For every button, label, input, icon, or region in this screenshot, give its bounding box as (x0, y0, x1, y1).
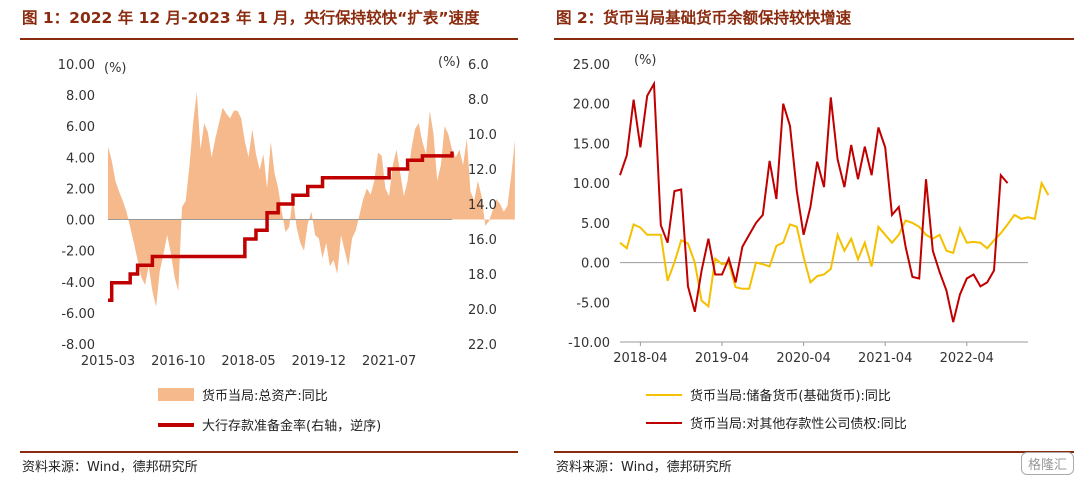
y-tick-label: 4.00 (66, 151, 95, 166)
x-tick-label: 2018-05 (221, 354, 275, 369)
y2-tick-label: 8.0 (468, 93, 489, 108)
y-tick-label: 15.00 (573, 137, 610, 152)
y-tick-label: 0.00 (66, 214, 95, 229)
x-tick-label: 2016-10 (151, 354, 205, 369)
y-tick-label: -8.00 (61, 338, 95, 353)
x-tick-label: 2015-03 (81, 354, 135, 369)
title-rule (20, 38, 518, 40)
legend-label-rrr: 大行存款准备金率(右轴，逆序) (202, 419, 382, 434)
y2-tick-label: 14.0 (468, 198, 497, 213)
legend-label-assets: 货币当局:总资产:同比 (202, 389, 328, 404)
y-tick-label: 0.00 (581, 257, 610, 272)
y-tick-label: 20.00 (573, 98, 610, 113)
legend-swatch-area (158, 388, 194, 401)
y-tick-label: 10.00 (573, 177, 610, 192)
figure-1-plot-area: 10.00 8.00 6.00 4.00 2.00 0.00 -2.00 -4.00 -6.00… (58, 58, 515, 369)
legend-swatch-yellow (646, 393, 682, 396)
legend-item-base-money: 货币当局:储备货币(基础货币):同比 (646, 385, 891, 404)
y-tick-label: -2.00 (61, 245, 95, 260)
source-rule (20, 451, 518, 453)
y-tick-label: 8.00 (66, 89, 95, 104)
y2-tick-label: 6.0 (468, 58, 489, 73)
y2-tick-label: 20.0 (468, 303, 497, 318)
line-series-base-money (619, 180, 1050, 309)
right-axis-unit: (%) (438, 55, 461, 70)
legend-label-claims: 货币当局:对其他存款性公司债权:同比 (690, 417, 907, 432)
figure-2-chart: 25.0020.0015.0010.005.000.00-5.00-10.002… (568, 53, 1050, 366)
x-tick-label: 2020-04 (776, 351, 830, 366)
y-tick-label: -10.00 (568, 336, 610, 351)
x-tick-label: 2021-04 (858, 351, 912, 366)
figure-2-plot-area: 25.0020.0015.0010.005.000.00-5.00-10.002… (568, 58, 1050, 366)
figure-2-source: 资料来源：Wind，德邦研究所 (556, 460, 732, 475)
x-tick-label: 2019-12 (292, 354, 346, 369)
legend-swatch-red (646, 421, 682, 424)
axis-unit: (%) (634, 53, 657, 68)
x-tick-label: 2021-07 (362, 354, 416, 369)
line-series-claims (619, 80, 1009, 323)
legend-item-assets: 货币当局:总资产:同比 (158, 385, 328, 404)
y-tick-label: 10.00 (58, 58, 95, 73)
source-rule (554, 451, 1074, 453)
watermark-logo: 格隆汇 (1020, 452, 1074, 475)
x-tick-label: 2022-04 (940, 351, 994, 366)
y-tick-label: 6.00 (66, 120, 95, 135)
left-axis-unit: (%) (104, 61, 127, 76)
y2-tick-label: 22.0 (468, 338, 497, 353)
legend-item-claims: 货币当局:对其他存款性公司债权:同比 (646, 413, 907, 432)
x-tick-label: 2019-04 (695, 351, 749, 366)
figure-1-title: 图 1：2022 年 12 月-2023 年 1 月，央行保持较快“扩表”速度 (22, 9, 480, 27)
y-tick-label: 5.00 (581, 217, 610, 232)
legend-label-base-money: 货币当局:储备货币(基础货币):同比 (690, 389, 891, 404)
y-tick-label: -4.00 (61, 276, 95, 291)
figure-1-source: 资料来源：Wind，德邦研究所 (22, 460, 198, 475)
figure-1-chart: 10.00 8.00 6.00 4.00 2.00 0.00 -2.00 -4.00 -6.00… (58, 55, 515, 369)
title-rule (554, 38, 1074, 40)
y-tick-label: 25.00 (573, 58, 610, 73)
figure-2-panel: 图 2：货币当局基础货币余额保持较快增速 25.00 20.00 15.00 10.0… (548, 0, 1080, 482)
y2-tick-label: 10.0 (468, 128, 497, 143)
legend-item-rrr: 大行存款准备金率(右轴，逆序) (158, 415, 381, 434)
figure-2-title: 图 2：货币当局基础货币余额保持较快增速 (556, 9, 852, 27)
y-tick-label: 2.00 (66, 182, 95, 197)
y2-tick-label: 18.0 (468, 268, 497, 283)
x-tick-label: 2018-04 (613, 351, 667, 366)
area-series-assets (108, 92, 515, 307)
y2-tick-label: 12.0 (468, 163, 497, 178)
y-tick-label: -6.00 (61, 307, 95, 322)
y-tick-label: -5.00 (576, 296, 610, 311)
y2-tick-label: 16.0 (468, 233, 497, 248)
line-series-rrr (108, 151, 454, 302)
figure-1-panel: 图 1：2022 年 12 月-2023 年 1 月，央行保持较快“扩表”速度 … (0, 0, 530, 482)
legend-swatch-line (158, 422, 194, 427)
